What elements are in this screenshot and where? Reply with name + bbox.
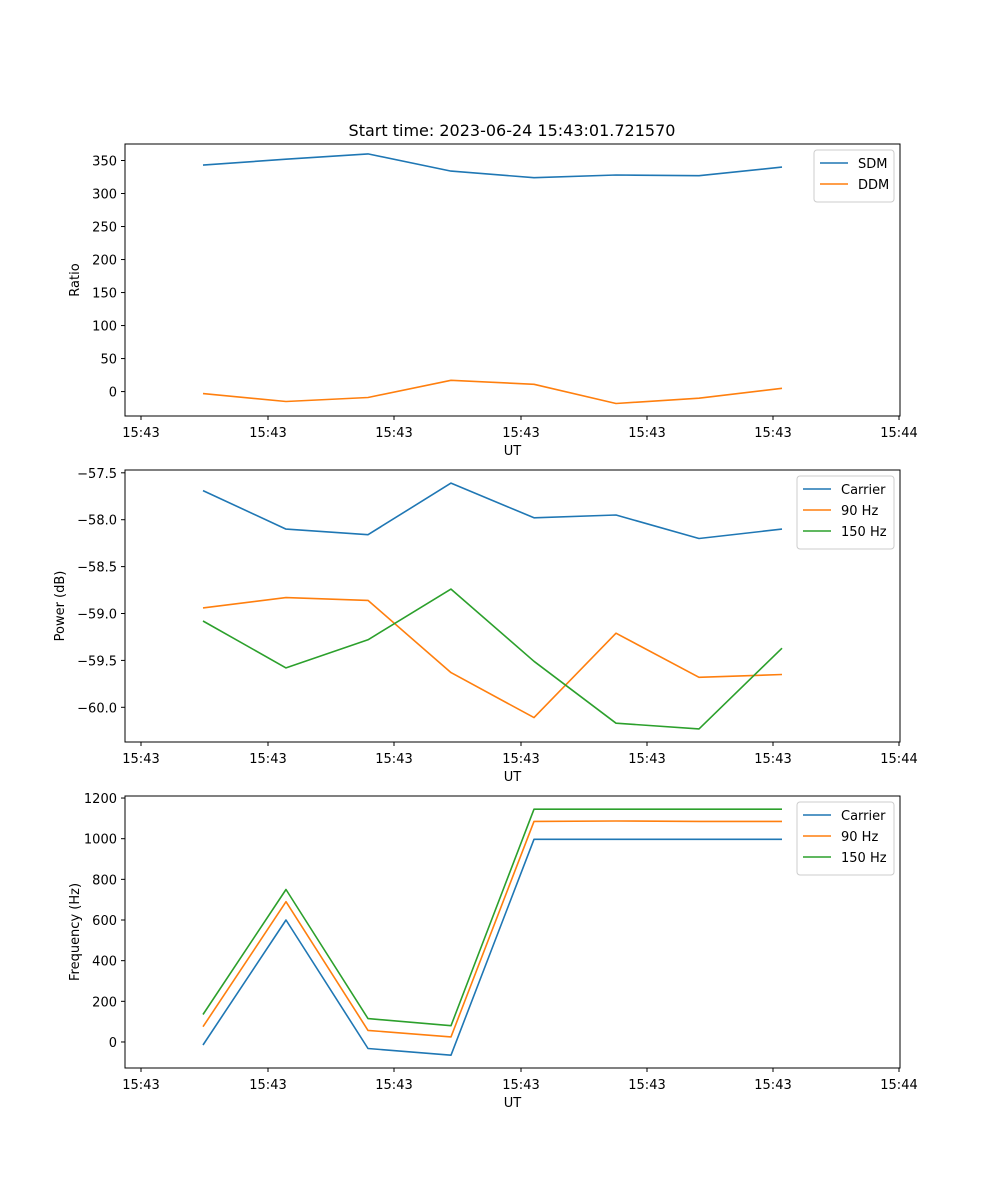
y-tick-label: 0 (109, 1036, 117, 1051)
y-tick-label: 1000 (84, 833, 117, 848)
y-tick-label: 300 (92, 188, 117, 203)
legend: Carrier 90 Hz 150 Hz (796, 475, 895, 550)
x-tick-label: 15:43 (375, 752, 412, 767)
x-tick-label: 15:43 (375, 1078, 412, 1093)
chart-panel-2: 15:43 15:43 15:43 15:43 15:43 15:43 15:44 −60.0… (53, 467, 918, 785)
chart-panel-3: 15:43 15:43 15:43 15:43 15:43 15:43 15:44 0 200 4… (68, 792, 918, 1111)
axes-frame (124, 143, 901, 417)
legend-label: Carrier (841, 809, 886, 824)
series-line-150-hz (202, 588, 783, 730)
y-tick-label: −60.0 (77, 701, 117, 716)
y-axis-label: Frequency (Hz) (68, 883, 83, 981)
y-tick-label: 250 (92, 221, 117, 236)
series-line-ddm (202, 379, 783, 405)
series-line-carrier (202, 482, 783, 540)
x-tick-label: 15:43 (375, 426, 412, 441)
x-tick-label: 15:43 (628, 752, 665, 767)
x-axis-label: UT (504, 1096, 522, 1111)
x-axis-label: UT (504, 444, 522, 459)
legend-label: 150 Hz (841, 851, 887, 866)
panels: 15:43 15:43 15:43 15:43 15:43 15:43 15:44 0 50 10… (53, 143, 918, 1111)
y-tick-label: 350 (92, 155, 117, 170)
x-tick-label: 15:43 (122, 1078, 159, 1093)
y-tick-label: 600 (92, 914, 117, 929)
x-tick-label: 15:43 (249, 1078, 286, 1093)
x-tick-label: 15:44 (880, 1078, 917, 1093)
y-tick-label: 200 (92, 995, 117, 1010)
x-tick-label: 15:43 (502, 752, 539, 767)
legend-label: 90 Hz (841, 830, 878, 845)
series-line-90-hz (202, 596, 783, 719)
y-tick-label: 800 (92, 873, 117, 888)
figure-title: Start time: 2023-06-24 15:43:01.721570 (349, 121, 676, 140)
x-tick-label: 15:43 (502, 426, 539, 441)
x-tick-label: 15:43 (249, 752, 286, 767)
chart-panel-1: 15:43 15:43 15:43 15:43 15:43 15:43 15:44 0 50 10… (68, 143, 918, 459)
y-tick-label: 1200 (84, 792, 117, 807)
legend-label: DDM (858, 178, 889, 193)
y-tick-label: −58.0 (77, 514, 117, 529)
x-tick-label: 15:43 (754, 1078, 791, 1093)
y-tick-label: 50 (100, 353, 117, 368)
x-tick-label: 15:43 (754, 426, 791, 441)
x-tick-label: 15:43 (249, 426, 286, 441)
legend: SDM DDM (813, 149, 895, 203)
y-tick-label: 200 (92, 254, 117, 269)
x-tick-label: 15:43 (122, 426, 159, 441)
x-axis-label: UT (504, 770, 522, 785)
y-tick-label: −57.5 (77, 467, 117, 482)
x-tick-label: 15:44 (880, 752, 917, 767)
x-tick-label: 15:44 (880, 426, 917, 441)
series-line-sdm (202, 153, 783, 179)
y-tick-label: 400 (92, 955, 117, 970)
y-tick-label: 0 (109, 386, 117, 401)
y-tick-label: −59.0 (77, 608, 117, 623)
x-tick-label: 15:43 (754, 752, 791, 767)
y-tick-label: −59.5 (77, 654, 117, 669)
series-line-150-hz (202, 808, 782, 1027)
axes-frame (124, 795, 901, 1069)
y-tick-label: −58.5 (77, 561, 117, 576)
legend-label: Carrier (841, 483, 886, 498)
legend-label: 90 Hz (841, 504, 878, 519)
series-line-90-hz (202, 820, 782, 1038)
x-tick-label: 15:43 (628, 1078, 665, 1093)
x-tick-label: 15:43 (502, 1078, 539, 1093)
x-tick-label: 15:43 (122, 752, 159, 767)
series-line-carrier (202, 838, 782, 1056)
y-axis-label: Power (dB) (53, 571, 68, 642)
y-tick-label: 150 (92, 287, 117, 302)
legend: Carrier 90 Hz 150 Hz (796, 801, 895, 876)
axes-frame (124, 469, 901, 743)
y-axis-label: Ratio (68, 263, 83, 296)
legend-label: SDM (858, 157, 887, 172)
x-tick-label: 15:43 (628, 426, 665, 441)
y-tick-label: 100 (92, 320, 117, 335)
legend-label: 150 Hz (841, 525, 887, 540)
